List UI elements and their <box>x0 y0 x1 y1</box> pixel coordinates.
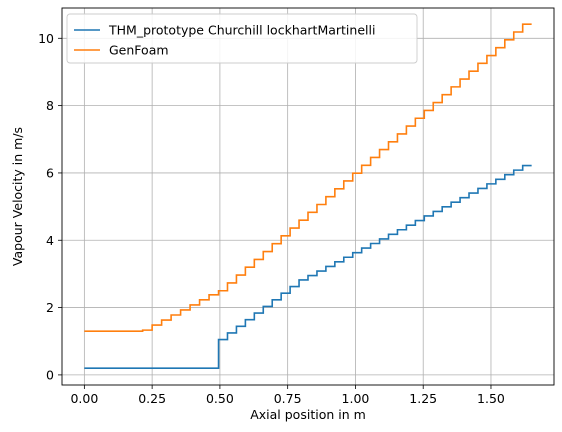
x-tick-label: 0.50 <box>206 391 234 406</box>
y-axis-ticks: 0 2 4 6 8 10 <box>38 31 62 382</box>
y-tick-label: 6 <box>46 165 54 180</box>
legend: THM_prototype Churchill lockhartMartinel… <box>66 13 418 64</box>
x-tick-label: 0.00 <box>70 391 98 406</box>
y-tick-label: 4 <box>46 233 54 248</box>
y-tick-label: 8 <box>46 98 54 113</box>
x-tick-label: 1.25 <box>409 391 437 406</box>
x-tick-label: 0.75 <box>274 391 302 406</box>
x-tick-label: 0.25 <box>138 391 166 406</box>
y-tick-label: 0 <box>46 367 54 382</box>
y-tick-label: 2 <box>46 300 54 315</box>
grid-lines <box>62 8 554 385</box>
x-tick-label: 1.00 <box>342 391 370 406</box>
plot-frame <box>61 7 555 386</box>
x-axis-ticks: 0.00 0.25 0.50 0.75 1.00 1.25 1.50 <box>70 385 505 406</box>
series-lines <box>84 23 532 369</box>
x-axis-label: Axial position in m <box>250 407 366 422</box>
series-line-0 <box>84 164 532 369</box>
legend-entry-thm: THM_prototype Churchill lockhartMartinel… <box>108 23 375 38</box>
series-line-1 <box>84 23 532 332</box>
y-tick-label: 10 <box>38 31 54 46</box>
y-axis-label: Vapour Velocity in m/s <box>10 127 25 266</box>
legend-box <box>66 13 418 64</box>
legend-entry-genfoam: GenFoam <box>109 43 169 58</box>
x-tick-label: 1.50 <box>477 391 505 406</box>
